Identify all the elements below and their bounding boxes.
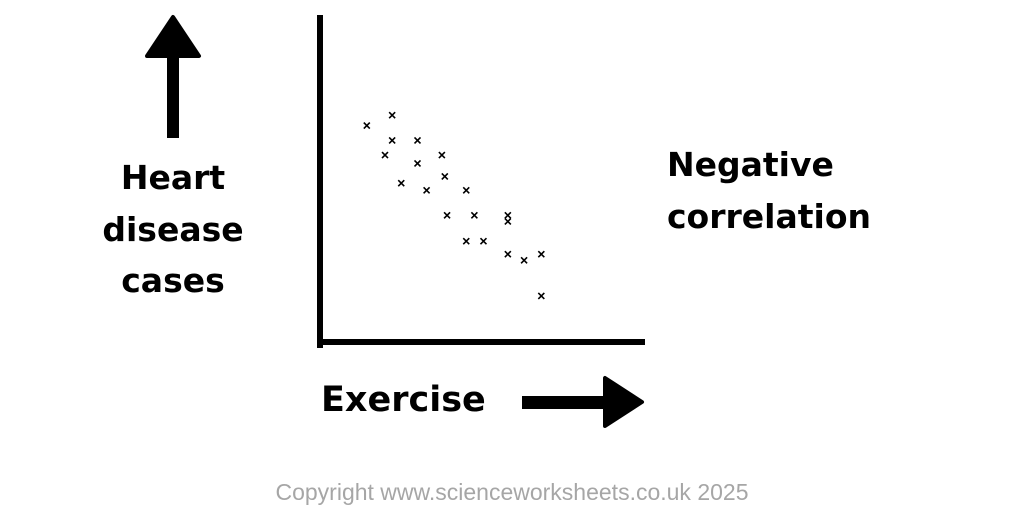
scatter-point [470, 211, 478, 219]
scatter-points [363, 111, 545, 300]
scatter-point [388, 111, 396, 119]
y-axis-label-line-2: disease [102, 210, 244, 249]
scatter-point [537, 250, 545, 258]
scatter-point [479, 237, 488, 245]
scatter-point [441, 172, 449, 181]
scatter-point [363, 122, 371, 130]
annotation-line-1: Negative [667, 145, 834, 184]
right-arrow-icon [522, 376, 644, 428]
scatter-point [462, 186, 470, 194]
y-axis-label-line-1: Heart [120, 158, 226, 197]
scatter-point [438, 151, 446, 159]
scatter-point [397, 179, 405, 187]
scatter-point [423, 186, 431, 194]
scatter-point [504, 250, 512, 258]
copyright-text: Copyright www.scienceworksheets.co.uk 20… [275, 479, 749, 505]
scatter-point [413, 159, 422, 168]
scatter-point [537, 292, 545, 300]
scatter-point [388, 136, 396, 145]
x-axis-label: Exercise [321, 380, 486, 420]
scatter-point [462, 237, 470, 245]
scatter-point [413, 136, 422, 145]
up-arrow-icon [145, 15, 201, 138]
scatter-point [504, 217, 512, 226]
scatter-point [520, 256, 528, 264]
scatter-point [381, 151, 389, 159]
scatter-point [443, 211, 451, 219]
y-axis-label-line-3: cases [121, 261, 225, 300]
annotation-line-2: correlation [667, 197, 871, 236]
scatter-point [504, 211, 512, 219]
